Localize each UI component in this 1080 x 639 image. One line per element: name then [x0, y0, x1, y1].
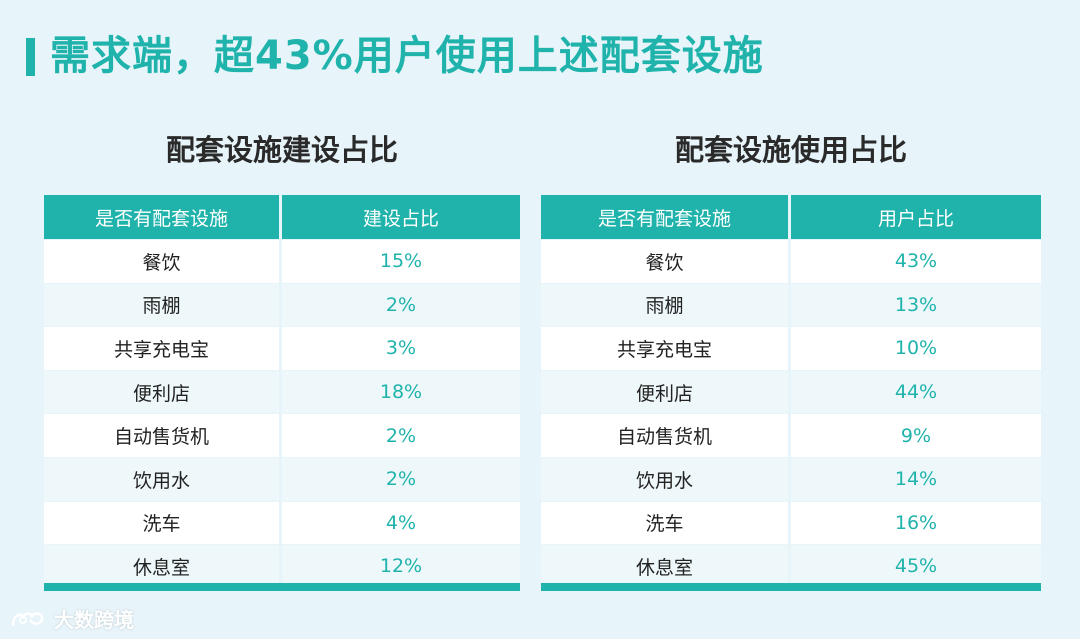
facility-share: 4%	[282, 500, 520, 545]
facility-name: 饮用水	[44, 456, 282, 501]
user-share: 45%	[791, 544, 1041, 588]
facility-name: 自动售货机	[541, 413, 791, 457]
table-row: 雨棚 2%	[44, 282, 520, 327]
table-row: 自动售货机 9%	[541, 413, 1041, 457]
right-table-title: 配套设施使用占比	[674, 133, 907, 167]
logo-text: 大数跨境	[54, 608, 134, 632]
user-share: 10%	[791, 326, 1041, 370]
table-row: 共享充电宝 3%	[44, 326, 520, 370]
watermark-logo: 大数跨境	[10, 604, 134, 633]
facility-name: 洗车	[44, 500, 282, 545]
facility-share: 3%	[282, 326, 520, 370]
table-row: 便利店 18%	[44, 369, 520, 414]
facility-share: 2%	[282, 456, 520, 501]
facility-name: 雨棚	[44, 282, 282, 327]
facility-share: 2%	[282, 413, 520, 457]
title-accent-bar	[26, 38, 35, 76]
facility-name: 雨棚	[541, 282, 791, 327]
facility-usage-table: 是否有配套设施 用户占比 餐饮 43% 雨棚 13% 共享充电宝 10% 便利店 44%…	[541, 195, 1041, 588]
user-share: 44%	[791, 369, 1041, 414]
facility-name: 饮用水	[541, 456, 791, 501]
table-row: 餐饮 43%	[541, 239, 1041, 283]
table-row: 饮用水 14%	[541, 456, 1041, 501]
column-header-facility: 是否有配套设施	[44, 195, 282, 239]
right-table-footer-bar	[541, 583, 1041, 591]
page-title: 需求端，超43%用户使用上述配套设施	[50, 33, 764, 79]
facility-share: 12%	[282, 544, 520, 588]
user-share: 16%	[791, 500, 1041, 545]
facility-share: 2%	[282, 282, 520, 327]
user-share: 9%	[791, 413, 1041, 457]
column-header-user-share: 用户占比	[791, 195, 1041, 239]
column-header-facility: 是否有配套设施	[541, 195, 791, 239]
facility-share: 18%	[282, 369, 520, 414]
column-header-construction-share: 建设占比	[282, 195, 520, 239]
facility-construction-table: 是否有配套设施 建设占比 餐饮 15% 雨棚 2% 共享充电宝 3% 便利店 18% 自…	[44, 195, 520, 588]
table-row: 餐饮 15%	[44, 239, 520, 283]
table-row: 自动售货机 2%	[44, 413, 520, 457]
facility-name: 便利店	[44, 369, 282, 414]
facility-name: 洗车	[541, 500, 791, 545]
table-row: 休息室 45%	[541, 544, 1041, 588]
user-share: 14%	[791, 456, 1041, 501]
user-share: 43%	[791, 239, 1041, 283]
facility-name: 便利店	[541, 369, 791, 414]
left-table-footer-bar	[44, 583, 520, 591]
facility-name: 餐饮	[541, 239, 791, 283]
table-row: 洗车 16%	[541, 500, 1041, 545]
facility-name: 自动售货机	[44, 413, 282, 457]
facility-name: 餐饮	[44, 239, 282, 283]
facility-name: 共享充电宝	[44, 326, 282, 370]
table-row: 共享充电宝 10%	[541, 326, 1041, 370]
table-row: 便利店 44%	[541, 369, 1041, 414]
facility-name: 休息室	[541, 544, 791, 588]
left-table-title: 配套设施建设占比	[165, 133, 398, 167]
logo-icon	[10, 608, 48, 630]
facility-name: 休息室	[44, 544, 282, 588]
facility-name: 共享充电宝	[541, 326, 791, 370]
table-row: 雨棚 13%	[541, 282, 1041, 327]
facility-share: 15%	[282, 239, 520, 283]
table-row: 洗车 4%	[44, 500, 520, 545]
table-row: 休息室 12%	[44, 544, 520, 588]
user-share: 13%	[791, 282, 1041, 327]
table-row: 饮用水 2%	[44, 456, 520, 501]
